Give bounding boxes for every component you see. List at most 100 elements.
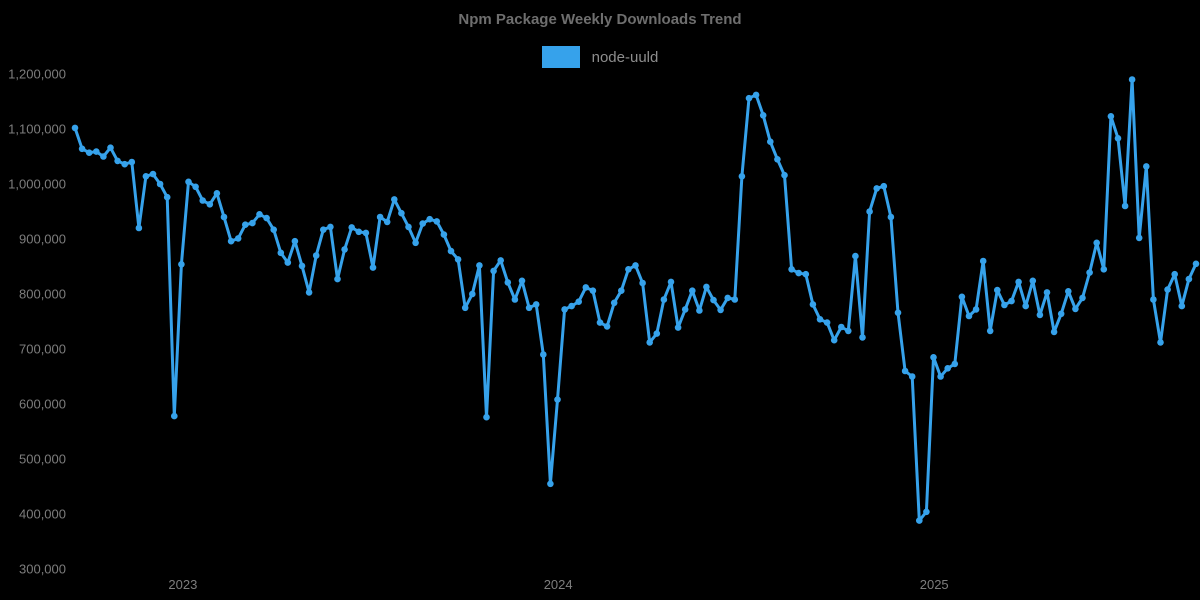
data-point[interactable] — [469, 290, 476, 298]
data-point[interactable] — [199, 197, 206, 204]
data-point[interactable] — [625, 266, 632, 273]
data-point[interactable] — [894, 309, 902, 317]
data-point[interactable] — [710, 296, 717, 304]
data-point[interactable] — [660, 296, 668, 303]
data-point[interactable] — [540, 351, 547, 358]
data-point[interactable] — [412, 239, 419, 247]
data-point[interactable] — [447, 247, 455, 255]
data-point[interactable] — [852, 252, 859, 260]
data-point[interactable] — [838, 323, 845, 331]
data-point[interactable] — [887, 213, 895, 221]
data-point[interactable] — [610, 299, 618, 307]
data-point[interactable] — [1121, 202, 1129, 210]
data-point[interactable] — [575, 298, 582, 306]
data-point[interactable] — [518, 277, 526, 285]
data-point[interactable] — [178, 261, 185, 268]
data-point[interactable] — [227, 237, 235, 245]
data-point[interactable] — [1100, 266, 1108, 273]
data-point[interactable] — [454, 256, 462, 263]
data-point[interactable] — [618, 287, 625, 295]
data-point[interactable] — [646, 339, 653, 346]
data-point[interactable] — [752, 91, 760, 99]
data-point[interactable] — [653, 330, 661, 337]
data-point[interactable] — [220, 213, 228, 221]
data-point[interactable] — [674, 324, 682, 331]
data-point[interactable] — [1128, 76, 1136, 83]
data-point[interactable] — [1171, 270, 1178, 278]
data-point[interactable] — [1114, 135, 1122, 142]
data-point[interactable] — [1001, 301, 1008, 309]
data-point[interactable] — [717, 306, 724, 314]
data-point[interactable] — [1143, 163, 1150, 170]
data-point[interactable] — [745, 94, 753, 102]
data-point[interactable] — [149, 170, 157, 178]
data-point[interactable] — [689, 287, 696, 295]
data-point[interactable] — [163, 193, 171, 201]
data-point[interactable] — [142, 173, 150, 180]
data-point[interactable] — [525, 304, 533, 312]
data-point[interactable] — [1192, 260, 1200, 268]
data-point[interactable] — [589, 287, 597, 295]
data-point[interactable] — [355, 228, 363, 236]
data-point[interactable] — [774, 156, 781, 163]
data-point[interactable] — [1093, 239, 1100, 247]
data-point[interactable] — [476, 262, 483, 269]
data-point[interactable] — [497, 257, 505, 264]
data-point[interactable] — [391, 196, 398, 203]
data-point[interactable] — [1057, 310, 1065, 318]
data-point[interactable] — [532, 301, 540, 308]
data-point[interactable] — [483, 413, 490, 421]
data-point[interactable] — [1150, 296, 1157, 303]
data-point[interactable] — [121, 160, 128, 168]
data-point[interactable] — [1008, 297, 1015, 305]
data-point[interactable] — [284, 259, 292, 266]
data-point[interactable] — [568, 302, 575, 310]
series-node-uuld[interactable] — [71, 76, 1200, 524]
data-point[interactable] — [114, 157, 121, 165]
data-point[interactable] — [908, 373, 916, 380]
data-point[interactable] — [156, 180, 164, 188]
data-point[interactable] — [369, 264, 377, 271]
data-point[interactable] — [965, 312, 973, 320]
data-point[interactable] — [1185, 275, 1193, 283]
data-point[interactable] — [603, 323, 611, 330]
data-point[interactable] — [972, 306, 980, 313]
data-point[interactable] — [937, 373, 944, 380]
data-point[interactable] — [767, 138, 774, 145]
data-point[interactable] — [930, 354, 937, 361]
data-point[interactable] — [362, 229, 370, 237]
data-point[interactable] — [951, 360, 959, 368]
data-point[interactable] — [696, 307, 703, 314]
data-point[interactable] — [830, 336, 838, 344]
data-point[interactable] — [979, 257, 987, 265]
data-point[interactable] — [511, 296, 519, 303]
data-point[interactable] — [305, 289, 313, 296]
data-point[interactable] — [788, 266, 795, 273]
data-point[interactable] — [398, 209, 405, 217]
data-point[interactable] — [1022, 302, 1029, 310]
data-point[interactable] — [490, 267, 497, 275]
data-point[interactable] — [639, 279, 646, 287]
data-point[interactable] — [1015, 278, 1022, 286]
data-point[interactable] — [731, 296, 739, 303]
data-point[interactable] — [1036, 311, 1044, 319]
data-point[interactable] — [1043, 289, 1051, 296]
data-point[interactable] — [703, 283, 710, 291]
data-point[interactable] — [667, 278, 675, 286]
legend-item[interactable]: node-uuld — [0, 46, 1200, 68]
data-point[interactable] — [816, 316, 824, 323]
data-point[interactable] — [596, 319, 604, 326]
data-point[interactable] — [986, 327, 994, 335]
data-point[interactable] — [582, 284, 590, 291]
data-point[interactable] — [781, 171, 788, 179]
data-point[interactable] — [880, 182, 888, 190]
data-point[interactable] — [312, 252, 320, 259]
data-point[interactable] — [1135, 234, 1143, 242]
data-point[interactable] — [327, 223, 334, 231]
data-point[interactable] — [426, 215, 434, 223]
data-point[interactable] — [234, 235, 242, 242]
data-point[interactable] — [291, 237, 299, 245]
data-point[interactable] — [78, 145, 86, 153]
data-point[interactable] — [866, 208, 873, 215]
data-point[interactable] — [334, 275, 341, 283]
